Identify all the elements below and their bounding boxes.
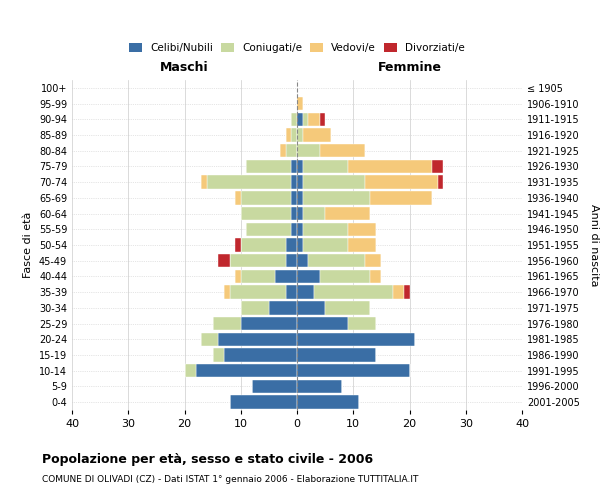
Text: Popolazione per età, sesso e stato civile - 2006: Popolazione per età, sesso e stato civil…: [42, 452, 373, 466]
Bar: [370, 191, 432, 204]
Bar: [292, 128, 297, 141]
Bar: [224, 286, 229, 299]
Bar: [314, 286, 392, 299]
Bar: [370, 270, 382, 283]
Bar: [392, 286, 404, 299]
Bar: [325, 301, 370, 314]
Bar: [297, 317, 347, 330]
Bar: [297, 396, 359, 409]
Bar: [235, 191, 241, 204]
Bar: [292, 191, 297, 204]
Bar: [347, 222, 376, 236]
Bar: [297, 286, 314, 299]
Bar: [241, 191, 292, 204]
Bar: [247, 222, 292, 236]
Bar: [297, 348, 376, 362]
Y-axis label: Fasce di età: Fasce di età: [23, 212, 33, 278]
Bar: [218, 332, 297, 346]
Bar: [347, 160, 432, 173]
Bar: [247, 160, 292, 173]
Bar: [297, 191, 302, 204]
Bar: [235, 238, 241, 252]
Bar: [286, 286, 297, 299]
Bar: [286, 144, 297, 158]
Bar: [286, 238, 297, 252]
Bar: [212, 317, 241, 330]
Bar: [229, 286, 286, 299]
Bar: [241, 317, 297, 330]
Bar: [297, 222, 302, 236]
Bar: [229, 396, 297, 409]
Text: Femmine: Femmine: [377, 60, 442, 74]
Bar: [432, 160, 443, 173]
Bar: [297, 160, 302, 173]
Bar: [196, 364, 297, 378]
Bar: [320, 270, 370, 283]
Legend: Celibi/Nubili, Coniugati/e, Vedovi/e, Divorziati/e: Celibi/Nubili, Coniugati/e, Vedovi/e, Di…: [125, 39, 469, 58]
Bar: [404, 286, 409, 299]
Bar: [241, 301, 269, 314]
Bar: [292, 176, 297, 189]
Bar: [275, 270, 297, 283]
Text: COMUNE DI OLIVADI (CZ) - Dati ISTAT 1° gennaio 2006 - Elaborazione TUTTITALIA.IT: COMUNE DI OLIVADI (CZ) - Dati ISTAT 1° g…: [42, 475, 418, 484]
Bar: [241, 207, 292, 220]
Bar: [269, 301, 297, 314]
Bar: [235, 270, 241, 283]
Text: Maschi: Maschi: [160, 60, 209, 74]
Bar: [302, 112, 308, 126]
Bar: [302, 238, 347, 252]
Bar: [297, 364, 409, 378]
Bar: [292, 207, 297, 220]
Bar: [308, 254, 365, 268]
Bar: [297, 128, 302, 141]
Bar: [325, 207, 370, 220]
Bar: [297, 301, 325, 314]
Bar: [292, 222, 297, 236]
Bar: [286, 254, 297, 268]
Bar: [297, 112, 302, 126]
Bar: [185, 364, 196, 378]
Bar: [302, 207, 325, 220]
Bar: [202, 332, 218, 346]
Bar: [229, 254, 286, 268]
Bar: [224, 348, 297, 362]
Bar: [297, 380, 342, 393]
Bar: [297, 332, 415, 346]
Bar: [320, 112, 325, 126]
Bar: [347, 238, 376, 252]
Bar: [241, 270, 275, 283]
Bar: [365, 254, 382, 268]
Y-axis label: Anni di nascita: Anni di nascita: [589, 204, 599, 286]
Bar: [212, 348, 224, 362]
Bar: [302, 160, 347, 173]
Bar: [202, 176, 207, 189]
Bar: [297, 176, 302, 189]
Bar: [207, 176, 292, 189]
Bar: [218, 254, 229, 268]
Bar: [308, 112, 320, 126]
Bar: [365, 176, 437, 189]
Bar: [297, 270, 320, 283]
Bar: [286, 128, 292, 141]
Bar: [297, 238, 302, 252]
Bar: [302, 191, 370, 204]
Bar: [302, 128, 331, 141]
Bar: [297, 254, 308, 268]
Bar: [437, 176, 443, 189]
Bar: [297, 207, 302, 220]
Bar: [241, 238, 286, 252]
Bar: [302, 176, 365, 189]
Bar: [297, 144, 320, 158]
Bar: [347, 317, 376, 330]
Bar: [280, 144, 286, 158]
Bar: [297, 97, 302, 110]
Bar: [252, 380, 297, 393]
Bar: [292, 112, 297, 126]
Bar: [302, 222, 347, 236]
Bar: [292, 160, 297, 173]
Bar: [320, 144, 365, 158]
